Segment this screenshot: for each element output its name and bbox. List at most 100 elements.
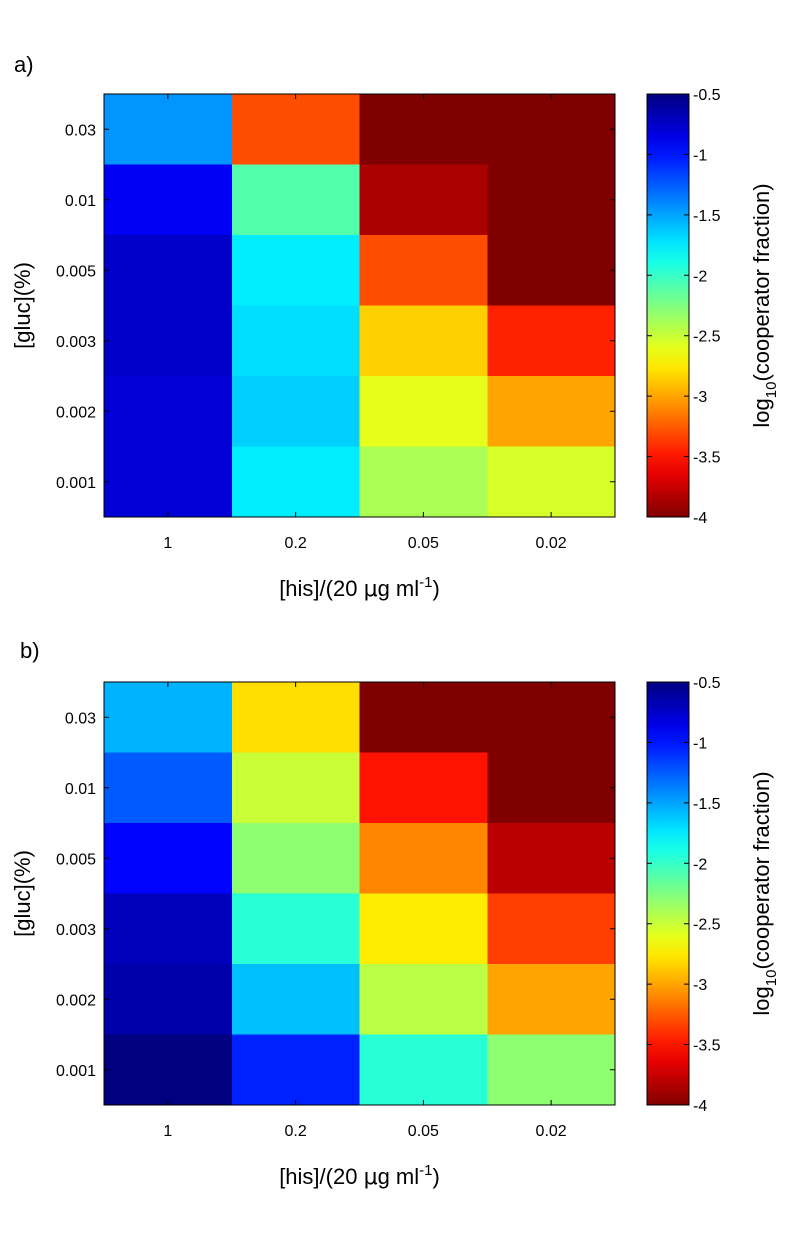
heatmap-cell: [487, 823, 616, 895]
colorbar-tick-label: -1: [693, 735, 707, 752]
y-tick-label: 0.001: [56, 475, 96, 492]
x-tick-label: 0.02: [536, 535, 567, 552]
heatmap-cell: [359, 94, 488, 166]
colorbar-tick-label: -3: [693, 977, 707, 994]
x-axis-label: [his]/(20 μg ml-1): [279, 1162, 440, 1190]
colorbar-tick-label: -1.5: [693, 208, 721, 225]
heatmap-cell: [359, 1034, 488, 1106]
y-tick-label: 0.003: [56, 334, 96, 351]
x-tick-label: 0.2: [285, 1123, 307, 1140]
heatmap-cell: [359, 964, 488, 1036]
heatmap-cell: [231, 752, 361, 824]
panel-label: b): [20, 638, 40, 663]
x-tick-label: 1: [163, 535, 172, 552]
colorbar-tick-label: -2: [693, 268, 707, 285]
heatmap-cell: [359, 376, 488, 448]
heatmap-cell: [487, 305, 616, 377]
colorbar-frame: [646, 681, 690, 1106]
heatmap-cell: [487, 235, 616, 307]
x-tick-label: 0.02: [536, 1123, 567, 1140]
colorbar-tick-label: -4: [693, 1098, 707, 1115]
colorbar-label: log10(cooperator fraction): [749, 183, 780, 427]
colorbar: [647, 682, 689, 1105]
y-tick-label: 0.01: [65, 193, 96, 210]
heatmap-cell: [104, 235, 233, 307]
colorbar-tick-label: -2.5: [693, 917, 721, 934]
heatmap-cell: [104, 1034, 233, 1106]
heatmap-cell: [487, 376, 616, 448]
colorbar-tick-label: -1.5: [693, 796, 721, 813]
panel-label: a): [14, 52, 34, 77]
heatmap-panel-b: b) 0.03 0.01 0.005 0.003 0.002 0.001 1 0.2 0.05 0.…: [10, 638, 780, 1190]
heatmap-cell: [231, 164, 361, 236]
heatmap-cell: [359, 235, 488, 307]
heatmap-cell: [231, 446, 361, 518]
heatmap-cell: [487, 682, 616, 754]
heatmap-cell: [487, 1034, 616, 1106]
heatmap-cell: [359, 164, 488, 236]
colorbar-tick-label: -0.5: [693, 87, 721, 104]
colorbar-label: log10(cooperator fraction): [749, 771, 780, 1015]
y-axis-label: [gluc](%): [10, 262, 35, 349]
heatmap-cell: [104, 164, 233, 236]
heatmap-cell: [487, 446, 616, 518]
heatmap-cell: [231, 682, 361, 754]
heatmap-cell: [359, 682, 488, 754]
x-tick-label: 0.05: [408, 535, 439, 552]
colorbar: [647, 94, 689, 517]
heatmap-cell: [104, 305, 233, 377]
heatmap-cell: [104, 964, 233, 1036]
heatmap-cell: [231, 964, 361, 1036]
colorbar-tick-label: -0.5: [693, 675, 721, 692]
y-tick-label: 0.03: [65, 710, 96, 727]
heatmap-cell: [104, 94, 233, 166]
colorbar-frame: [646, 93, 690, 518]
heatmap-cell: [359, 823, 488, 895]
heatmap-cell: [104, 446, 233, 518]
heatmap-panel-a: a) 0.03 0.01 0.005 0.003 0.002 0.001 1 0.2 0.05 0.…: [10, 52, 780, 602]
heatmap-cell: [231, 1034, 361, 1106]
heatmap-cell: [359, 893, 488, 965]
y-tick-label: 0.005: [56, 263, 96, 280]
heatmap-cell: [231, 376, 361, 448]
heatmap-cell: [359, 305, 488, 377]
colorbar-tick-label: -1: [693, 147, 707, 164]
x-tick-label: 0.2: [285, 535, 307, 552]
y-tick-label: 0.01: [65, 781, 96, 798]
heatmap-cell: [231, 305, 361, 377]
heatmap-cell: [104, 893, 233, 965]
colorbar-tick-label: -2.5: [693, 329, 721, 346]
heatmap-cell: [487, 893, 616, 965]
heatmap-cell: [487, 752, 616, 824]
colorbar-tick-label: -3: [693, 389, 707, 406]
heatmap-cell: [487, 94, 616, 166]
heatmap-cell: [104, 823, 233, 895]
y-tick-label: 0.002: [56, 992, 96, 1009]
y-tick-label: 0.001: [56, 1063, 96, 1080]
heatmap-cell: [359, 752, 488, 824]
colorbar-tick-label: -2: [693, 856, 707, 873]
colorbar-tick-label: -3.5: [693, 1038, 721, 1055]
heatmap-cell: [231, 823, 361, 895]
heatmap-cell: [231, 94, 361, 166]
y-tick-label: 0.002: [56, 404, 96, 421]
x-tick-label: 0.05: [408, 1123, 439, 1140]
heatmap-cell: [487, 164, 616, 236]
heatmap-cell: [487, 964, 616, 1036]
colorbar-tick-label: -3.5: [693, 450, 721, 467]
plot-frame: [103, 93, 616, 518]
x-tick-label: 1: [163, 1123, 172, 1140]
heatmap-cell: [359, 446, 488, 518]
heatmap-cell: [104, 376, 233, 448]
y-tick-label: 0.03: [65, 122, 96, 139]
heatmap-cell: [231, 235, 361, 307]
y-tick-label: 0.003: [56, 922, 96, 939]
heatmap-cell: [231, 893, 361, 965]
heatmap-cell: [104, 752, 233, 824]
heatmap-cell: [104, 682, 233, 754]
colorbar-tick-label: -4: [693, 510, 707, 527]
x-axis-label: [his]/(20 μg ml-1): [279, 574, 440, 602]
plot-frame: [103, 681, 616, 1106]
